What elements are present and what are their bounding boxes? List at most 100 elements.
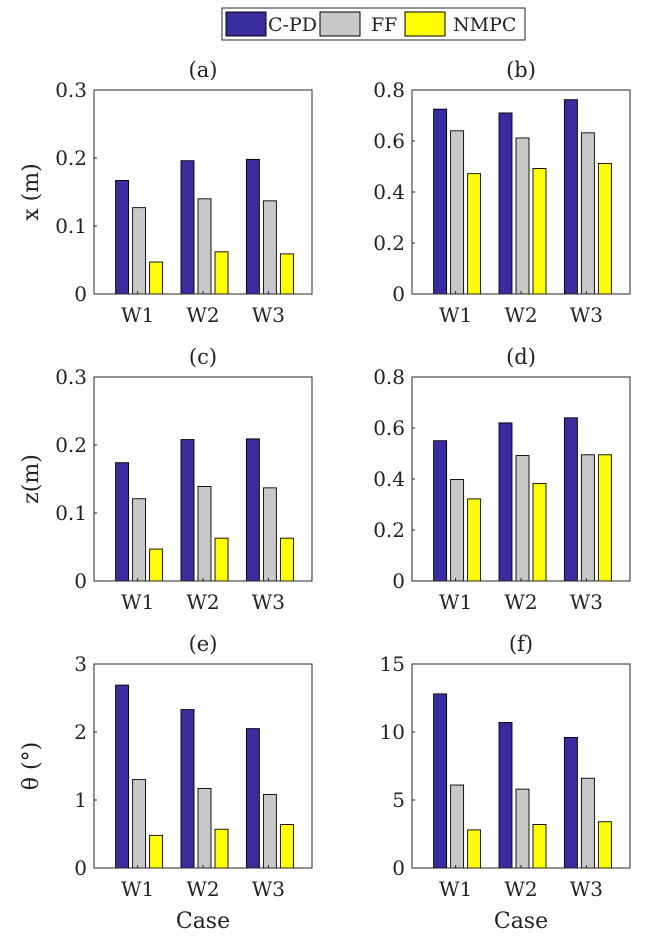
x-tick-label: W1 xyxy=(439,303,472,327)
x-tick-label: W2 xyxy=(504,877,537,901)
y-tick-label: 5 xyxy=(392,788,405,812)
panel-title: (e) xyxy=(189,632,218,656)
x-tick-label: W3 xyxy=(570,877,603,901)
chart-panel-d: (d) W1 W2 W3 0 0.2 0.4 0.6 0.8 xyxy=(373,345,631,614)
bar-ff-w1 xyxy=(450,479,465,582)
y-tick-label: 3 xyxy=(74,652,87,676)
bar-c-pd-w2 xyxy=(498,722,513,869)
y-tick-label: 0.2 xyxy=(373,231,405,255)
bar-ff-w3 xyxy=(580,454,595,582)
bar-c-pd-w2 xyxy=(498,422,513,582)
x-tick-label: W3 xyxy=(252,303,285,327)
y-tick-label: 2 xyxy=(74,720,87,744)
y-tick-label: 15 xyxy=(380,652,405,676)
panel-title: (a) xyxy=(189,58,218,82)
x-tick-label: W2 xyxy=(186,590,219,614)
y-tick-label: 0.8 xyxy=(373,365,405,389)
legend-swatch-nmpc xyxy=(404,11,446,37)
bar-nmpc-w2 xyxy=(214,251,229,295)
y-tick-label: 0.8 xyxy=(373,78,405,102)
axes-frame xyxy=(411,663,631,869)
legend: C-PD FF NMPC xyxy=(221,7,526,41)
x-tick-label: W1 xyxy=(439,590,472,614)
y-tick-label: 0 xyxy=(74,569,87,593)
bar-c-pd-w3 xyxy=(245,438,260,582)
legend-label-c-pd: C-PD xyxy=(268,14,317,36)
bar-nmpc-w3 xyxy=(597,162,612,295)
x-tick-label: W2 xyxy=(504,303,537,327)
legend-swatch-c-pd xyxy=(225,11,267,37)
y-tick-label: 0.6 xyxy=(373,129,405,153)
bar-ff-w3 xyxy=(262,794,277,869)
chart-panel-b: (b) W1 W2 W3 0 0.2 0.4 0.6 0.8 xyxy=(373,58,631,327)
y-tick-label: 0.3 xyxy=(55,78,87,102)
panel-title: (c) xyxy=(189,345,217,369)
bar-nmpc-w1 xyxy=(467,829,482,869)
chart-panel-f: (f) W1 W2 W3 0 5 10 15 Case xyxy=(380,632,631,934)
axes-frame xyxy=(411,376,631,582)
bar-ff-w3 xyxy=(580,777,595,869)
bar-c-pd-w1 xyxy=(433,108,448,295)
bar-ff-w1 xyxy=(450,130,465,295)
bar-c-pd-w1 xyxy=(115,462,130,582)
bar-c-pd-w2 xyxy=(180,160,195,295)
x-tick-label: W3 xyxy=(570,590,603,614)
y-tick-label: 0.6 xyxy=(373,416,405,440)
bar-ff-w2 xyxy=(515,455,530,582)
bar-ff-w2 xyxy=(197,486,212,582)
bar-c-pd-w2 xyxy=(498,112,513,295)
chart-panel-a: (a) W1 W2 W3 0 0.1 0.2 0.3 x (m) xyxy=(19,58,313,327)
y-axis-label: z(m) xyxy=(19,454,44,504)
x-axis-label: Case xyxy=(176,909,230,934)
chart-panels: (a) W1 W2 W3 0 0.1 0.2 0.3 x (m) (b) W1 W2 W3 0 0.2 0.4… xyxy=(19,58,631,934)
bar-nmpc-w1 xyxy=(467,173,482,295)
y-tick-label: 0.3 xyxy=(55,365,87,389)
bar-c-pd-w3 xyxy=(563,99,578,295)
bar-ff-w3 xyxy=(580,132,595,295)
bar-nmpc-w1 xyxy=(467,498,482,582)
y-tick-label: 1 xyxy=(74,788,87,812)
chart-panel-c: (c) W1 W2 W3 0 0.1 0.2 0.3 z(m) xyxy=(19,345,313,614)
bar-ff-w2 xyxy=(197,198,212,295)
y-tick-label: 0 xyxy=(392,569,405,593)
bar-nmpc-w1 xyxy=(149,548,164,582)
y-tick-label: 0 xyxy=(74,856,87,880)
x-tick-label: W1 xyxy=(439,877,472,901)
bar-c-pd-w2 xyxy=(180,709,195,869)
y-tick-label: 0.2 xyxy=(373,518,405,542)
bar-c-pd-w3 xyxy=(563,736,578,869)
legend-label-nmpc: NMPC xyxy=(453,14,516,36)
bar-c-pd-w1 xyxy=(433,440,448,582)
panel-title: (d) xyxy=(506,345,536,369)
bar-ff-w1 xyxy=(132,498,147,582)
axes-frame xyxy=(411,89,631,295)
bar-nmpc-w1 xyxy=(149,834,164,869)
bar-c-pd-w3 xyxy=(563,417,578,582)
bar-c-pd-w2 xyxy=(180,439,195,582)
y-tick-label: 0.2 xyxy=(55,146,87,170)
x-tick-label: W1 xyxy=(121,303,154,327)
bar-nmpc-w2 xyxy=(532,824,547,869)
bar-nmpc-w2 xyxy=(214,828,229,869)
y-tick-label: 0.2 xyxy=(55,433,87,457)
x-tick-label: W3 xyxy=(570,303,603,327)
bar-nmpc-w2 xyxy=(532,168,547,295)
y-tick-label: 0 xyxy=(392,856,405,880)
x-tick-label: W2 xyxy=(186,303,219,327)
y-axis-label: θ (°) xyxy=(19,742,44,790)
y-axis-label: x (m) xyxy=(19,163,44,220)
bar-nmpc-w1 xyxy=(149,261,164,295)
legend-label-ff: FF xyxy=(371,14,397,36)
x-tick-label: W3 xyxy=(252,877,285,901)
y-tick-label: 0 xyxy=(392,282,405,306)
bar-ff-w2 xyxy=(515,788,530,869)
bar-nmpc-w2 xyxy=(532,483,547,582)
bar-ff-w2 xyxy=(197,787,212,869)
bar-c-pd-w3 xyxy=(245,728,260,869)
x-tick-label: W1 xyxy=(121,877,154,901)
bar-nmpc-w3 xyxy=(279,253,294,295)
x-axis-label: Case xyxy=(494,909,548,934)
bar-nmpc-w3 xyxy=(279,537,294,582)
bar-nmpc-w3 xyxy=(597,454,612,582)
